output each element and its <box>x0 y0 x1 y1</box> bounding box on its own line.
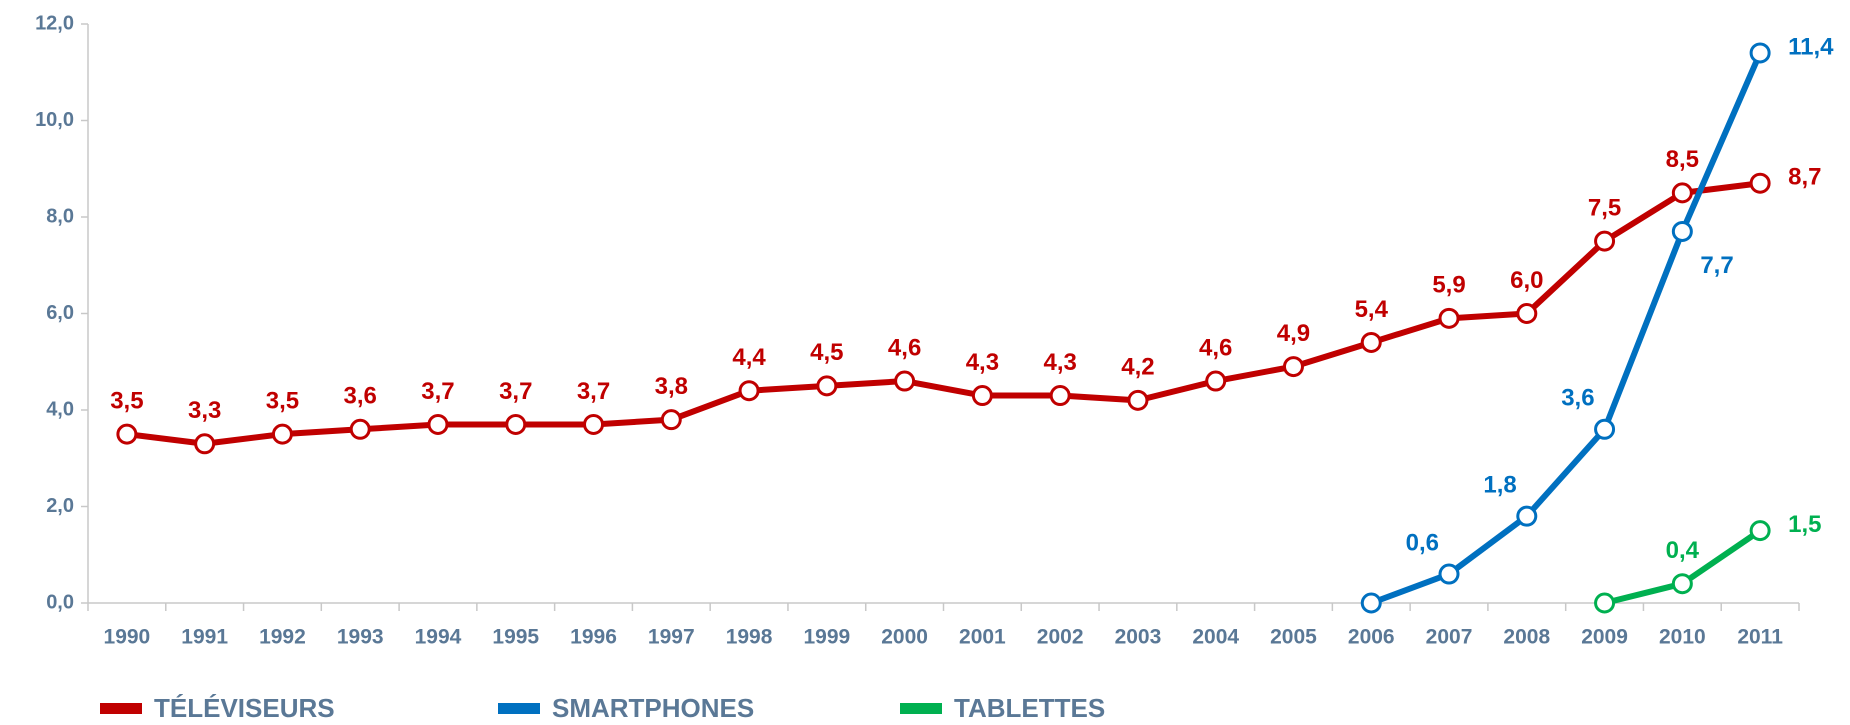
data-label: 6,0 <box>1510 267 1543 294</box>
x-tick-label: 1990 <box>104 626 151 649</box>
x-tick-label: 2009 <box>1581 626 1628 649</box>
data-point <box>349 418 371 440</box>
legend-swatch <box>100 703 142 714</box>
data-label: 3,6 <box>1561 385 1594 412</box>
data-point <box>1594 418 1616 440</box>
data-point <box>1049 385 1071 407</box>
x-tick-label: 2008 <box>1503 626 1550 649</box>
data-point <box>505 413 527 435</box>
data-point <box>194 433 216 455</box>
data-label: 11,4 <box>1788 33 1834 60</box>
data-point <box>660 409 682 431</box>
data-point <box>971 385 993 407</box>
data-label: 1,5 <box>1788 511 1821 538</box>
data-label: 8,5 <box>1666 146 1699 173</box>
data-point <box>894 370 916 392</box>
legend-label: SMARTPHONES <box>552 693 754 723</box>
data-point <box>1205 370 1227 392</box>
data-point <box>1594 592 1616 614</box>
x-tick-label: 2006 <box>1348 626 1395 649</box>
data-label: 4,3 <box>966 349 999 376</box>
data-label: 3,8 <box>655 373 688 400</box>
data-point <box>271 423 293 445</box>
data-label: 3,7 <box>577 378 610 405</box>
data-point <box>1516 505 1538 527</box>
x-tick-label: 1997 <box>648 626 695 649</box>
data-point <box>816 375 838 397</box>
data-point <box>1438 563 1460 585</box>
data-label: 5,9 <box>1432 272 1465 299</box>
data-point <box>1671 182 1693 204</box>
data-label: 3,7 <box>421 378 454 405</box>
x-tick-label: 1992 <box>259 626 306 649</box>
y-tick-label: 0,0 <box>46 591 74 613</box>
data-label: 4,9 <box>1277 320 1310 347</box>
data-point <box>1749 172 1771 194</box>
data-point <box>738 380 760 402</box>
data-point <box>1282 356 1304 378</box>
x-tick-label: 2003 <box>1115 626 1162 649</box>
y-tick-label: 12,0 <box>35 12 74 34</box>
data-label: 4,3 <box>1043 349 1076 376</box>
data-label: 3,3 <box>188 397 221 424</box>
y-tick-label: 10,0 <box>35 109 74 131</box>
y-tick-label: 8,0 <box>46 205 74 227</box>
data-label: 0,6 <box>1406 529 1439 556</box>
data-label: 4,5 <box>810 339 843 366</box>
data-point <box>1594 230 1616 252</box>
data-point <box>1516 303 1538 324</box>
x-tick-label: 2000 <box>881 626 928 649</box>
data-label: 3,5 <box>266 387 299 414</box>
data-point <box>583 413 605 435</box>
data-point <box>1127 389 1149 411</box>
x-tick-label: 1994 <box>415 626 462 649</box>
data-point <box>1671 220 1693 242</box>
data-point <box>1749 520 1771 542</box>
x-tick-label: 2011 <box>1737 626 1783 649</box>
data-label: 3,7 <box>499 378 532 405</box>
series-line <box>126 180 1761 447</box>
data-point <box>427 413 449 435</box>
data-point <box>116 423 138 445</box>
x-tick-label: 1999 <box>803 626 850 649</box>
series-line <box>1370 51 1763 606</box>
data-point <box>1438 307 1460 329</box>
x-tick-label: 1996 <box>570 626 617 649</box>
data-label: 4,4 <box>732 344 766 371</box>
data-label: 4,6 <box>1199 334 1232 361</box>
data-point <box>1360 592 1382 614</box>
x-tick-label: 1993 <box>337 626 384 649</box>
x-tick-label: 2002 <box>1037 626 1084 649</box>
x-tick-label: 1995 <box>492 626 539 649</box>
x-tick-label: 2007 <box>1426 626 1473 649</box>
data-label: 3,6 <box>344 383 377 410</box>
data-label: 0,4 <box>1666 537 1700 564</box>
legend-swatch <box>498 703 540 714</box>
y-tick-label: 2,0 <box>46 495 74 517</box>
data-label: 5,4 <box>1355 296 1389 323</box>
x-tick-label: 1998 <box>726 626 773 649</box>
y-tick-label: 6,0 <box>46 302 74 324</box>
data-label: 4,2 <box>1121 354 1154 381</box>
data-label: 8,7 <box>1788 164 1821 191</box>
x-tick-label: 2001 <box>959 626 1006 649</box>
x-tick-label: 2005 <box>1270 626 1317 649</box>
x-tick-label: 1991 <box>181 626 228 649</box>
legend-swatch <box>900 703 942 714</box>
data-label: 7,7 <box>1700 252 1733 279</box>
legend-label: TABLETTES <box>954 693 1105 723</box>
x-tick-label: 2004 <box>1192 626 1239 649</box>
data-label: 1,8 <box>1483 471 1516 498</box>
data-point <box>1360 331 1382 353</box>
data-point <box>1749 42 1771 64</box>
data-label: 3,5 <box>110 387 143 414</box>
data-label: 7,5 <box>1588 194 1621 221</box>
x-tick-label: 2010 <box>1659 626 1706 649</box>
data-point <box>1671 573 1693 595</box>
data-label: 4,6 <box>888 334 921 361</box>
legend-label: TÉLÉVISEURS <box>154 693 335 723</box>
y-tick-label: 4,0 <box>46 398 74 420</box>
